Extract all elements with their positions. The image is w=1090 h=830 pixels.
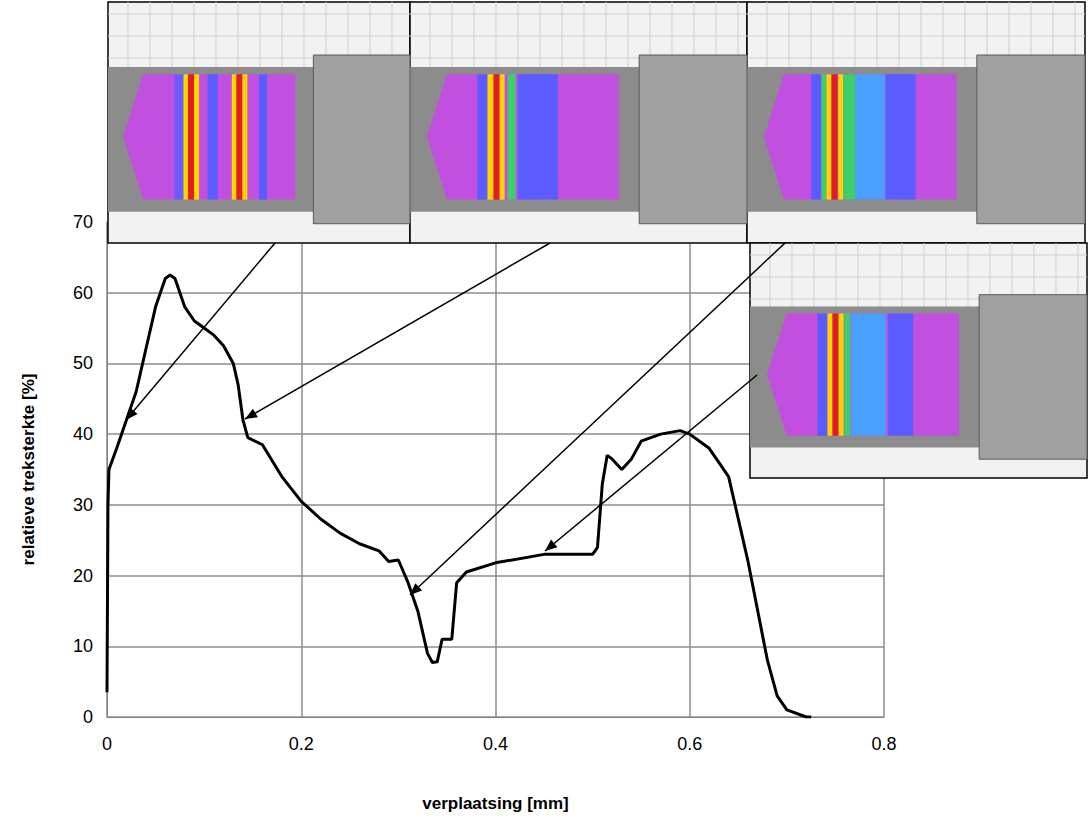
svg-text:verplaatsing [mm]: verplaatsing [mm]: [422, 794, 568, 813]
svg-text:0: 0: [102, 734, 112, 754]
svg-text:10: 10: [73, 636, 93, 656]
svg-text:0.4: 0.4: [483, 734, 508, 754]
svg-text:0: 0: [83, 707, 93, 727]
svg-text:20: 20: [73, 566, 93, 586]
svg-text:0.2: 0.2: [289, 734, 314, 754]
svg-text:0.8: 0.8: [871, 734, 896, 754]
svg-text:30: 30: [73, 495, 93, 515]
svg-text:40: 40: [73, 424, 93, 444]
svg-text:0.6: 0.6: [677, 734, 702, 754]
svg-text:60: 60: [73, 283, 93, 303]
svg-text:70: 70: [73, 212, 93, 232]
svg-text:50: 50: [73, 353, 93, 373]
svg-text:relatieve treksterkte [%]: relatieve treksterkte [%]: [19, 374, 38, 566]
